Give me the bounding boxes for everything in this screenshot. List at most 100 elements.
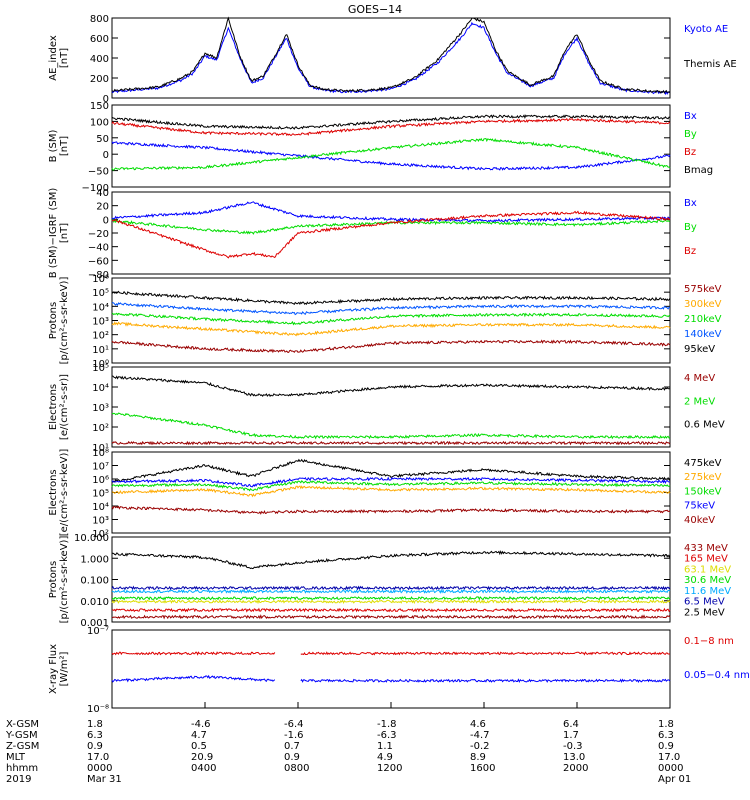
y-axis-label: [W/m²] [59, 651, 70, 686]
panel-7: 0.001 0.010 0.100 1.000 10.000 Protons [p/(cm²… [48, 533, 731, 629]
x-row-value: 1.8 [87, 719, 103, 730]
series-line [111, 375, 671, 398]
y-tick-label: −20 [88, 229, 109, 240]
legend-label: 165 MeV [684, 554, 728, 565]
y-tick-label: 200 [90, 74, 109, 85]
series-line [111, 339, 671, 354]
series-line [111, 290, 671, 306]
x-row-value: -4.7 [470, 730, 490, 741]
y-tick-label: 400 [90, 54, 109, 65]
panel-3: −80 −60 −40 −20 0 20 40 B (SM)−IGRF (SM) [nT] Bx B… [48, 188, 697, 281]
x-row-value: 0800 [284, 763, 309, 774]
series-line [111, 141, 671, 171]
y-axis-label: AE_index [48, 35, 59, 81]
y-tick-label: 0.010 [80, 597, 109, 608]
y-tick-label: 10⁴ [92, 383, 109, 394]
series-line [111, 321, 671, 337]
y-tick-label: 10⁴ [92, 502, 109, 513]
panel-8: 10⁻⁸ 10⁻⁷ X-ray Flux [W/m²] 0.1−8 nm 0.05−0.4… [48, 626, 750, 715]
panel-6: 10² 10³ 10⁴ 10⁵ 10⁶ 10⁷ 10⁸ Electrons [e/(cm²-s-… [48, 448, 722, 540]
legend-label: 210keV [684, 314, 722, 325]
y-tick-label: 10¹ [92, 443, 109, 454]
x-row-value: 1.1 [377, 741, 393, 752]
y-tick-label: −100 [82, 183, 109, 194]
series-line [111, 550, 671, 570]
y-tick-label: 10³ [92, 403, 109, 414]
legend-label: Bx [684, 111, 697, 122]
series-line [111, 476, 670, 488]
y-tick-label: 10² [92, 331, 109, 342]
legend-label: 433 MeV [684, 543, 728, 554]
x-row-value: 4.9 [377, 752, 393, 763]
panel-5: 10¹ 10² 10³ 10⁴ 10⁵ Electrons [e/(cm²-s-sr)] 4 … [48, 363, 725, 454]
x-row-value: 0.9 [87, 741, 103, 752]
y-tick-label: 50 [96, 134, 109, 145]
legend-label: 30.6 MeV [684, 575, 731, 586]
x-row-value: 1200 [377, 763, 402, 774]
panel-frame [111, 191, 671, 275]
y-axis-label: Electrons [48, 384, 59, 430]
y-axis-label: Protons [48, 302, 59, 339]
y-tick-label: 10⁶ [92, 475, 109, 486]
series-line [111, 117, 671, 137]
panel-4: 10⁰ 10¹ 10² 10³ 10⁴ 10⁵ 10⁶ Protons [p/(cm²-s-sr… [48, 274, 722, 370]
x-row-value: -0.3 [563, 741, 583, 752]
y-tick-label: 800 [90, 14, 109, 25]
x-row-value: -4.6 [191, 719, 211, 730]
legend-label: By [684, 222, 697, 233]
x-row-value: 0.9 [658, 741, 674, 752]
x-row-value: 1.7 [563, 730, 579, 741]
x-row-value: 8.9 [470, 752, 486, 763]
x-row-value: 0000 [87, 763, 112, 774]
x-row-value: 0400 [191, 763, 216, 774]
x-row-label: MLT [6, 752, 26, 763]
y-tick-label: 10³ [92, 516, 109, 527]
y-axis-label: [p/(cm²-s-sr-keV)] [59, 536, 70, 624]
y-axis-label: Electrons [48, 469, 59, 515]
x-row-label: Z-GSM [6, 741, 39, 752]
series-line [111, 137, 671, 171]
series-line [111, 599, 671, 605]
series-line [111, 607, 671, 613]
y-axis-label: [e/(cm²-s-sr)] [59, 374, 70, 440]
legend-label: 75keV [684, 501, 715, 512]
legend-label: 0.1−8 nm [684, 636, 734, 647]
series-line [111, 210, 671, 259]
panel-1: 0 200 400 600 800 AE_index [nT] Kyoto AE Themis … [48, 14, 737, 105]
x-row-value: 17.0 [658, 752, 680, 763]
legend-label: 140keV [684, 329, 722, 340]
legend-label: 2 MeV [684, 396, 715, 407]
y-axis-label: [nT] [59, 223, 70, 243]
x-row-value: 1.8 [658, 719, 674, 730]
legend-label: 2.5 MeV [684, 607, 725, 618]
x-row-value: 0.5 [191, 741, 207, 752]
x-row-label: hhmm [6, 763, 38, 774]
y-tick-label: 10⁵ [92, 489, 109, 500]
series-line [111, 312, 671, 326]
series-line [112, 614, 671, 620]
y-tick-label: 600 [90, 34, 109, 45]
series-line [111, 440, 671, 446]
y-tick-label: 10⁷ [92, 462, 109, 473]
y-tick-label: 100 [90, 117, 109, 128]
x-row-value: -1.6 [284, 730, 304, 741]
x-row-value: -0.2 [470, 741, 490, 752]
x-row-value: Apr 01 [658, 774, 691, 785]
legend-label: 6.5 MeV [684, 597, 725, 608]
x-row-label: 2019 [6, 774, 31, 785]
legend-label: 575keV [684, 284, 722, 295]
legend-label: 95keV [684, 344, 715, 355]
series-line [111, 588, 671, 594]
y-axis-label: [p/(cm²-s-sr-keV)] [59, 277, 70, 365]
x-row-value: 13.0 [563, 752, 585, 763]
y-tick-label: 0.001 [80, 618, 109, 629]
series-line [111, 674, 671, 684]
series-line [111, 651, 671, 656]
y-tick-label: 10⁰ [92, 359, 109, 370]
legend-label: 11.6 MeV [684, 586, 731, 597]
x-row-value: -6.4 [284, 719, 304, 730]
y-tick-label: −60 [88, 256, 109, 267]
y-tick-label: 10⁵ [92, 288, 109, 299]
y-axis-label: [e/(cm²-s-sr-keV)] [59, 449, 70, 537]
